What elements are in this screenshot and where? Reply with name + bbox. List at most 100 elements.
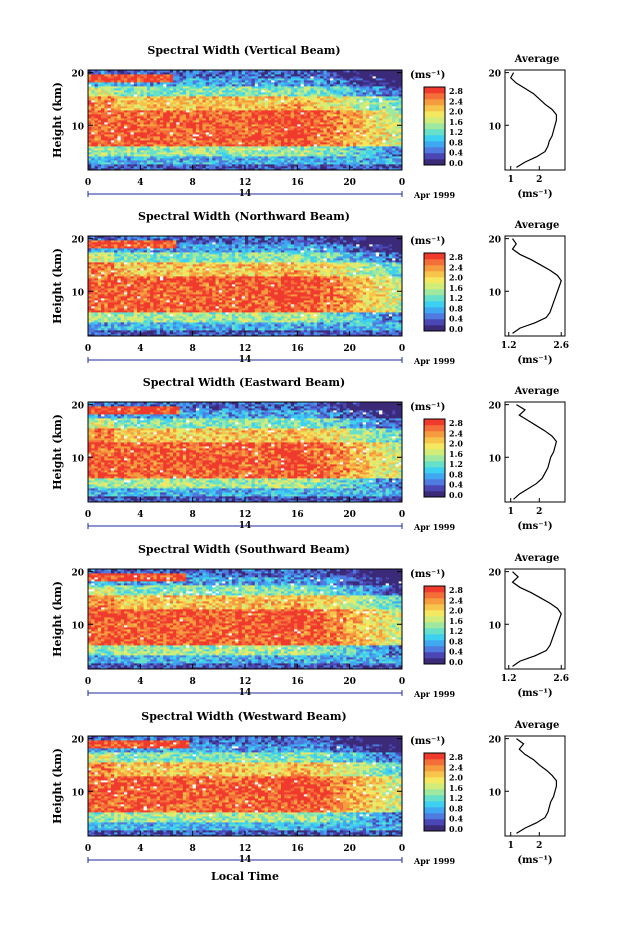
heatmap-cell — [137, 80, 141, 83]
heatmap-cell — [123, 164, 128, 167]
heatmap-cell — [159, 122, 164, 125]
heatmap-cell — [153, 138, 158, 141]
heatmap-cell — [169, 160, 174, 163]
heatmap-cell — [166, 146, 171, 149]
heatmap-cell — [120, 94, 125, 97]
heatmap-cell — [179, 130, 184, 133]
heatmap-cell — [88, 94, 92, 97]
heatmap-cell — [110, 110, 115, 113]
heatmap-cell — [156, 94, 161, 97]
heatmap-cell — [120, 156, 125, 159]
heatmap-cell — [127, 158, 131, 161]
heatmap-cell — [137, 108, 141, 111]
heatmap-cell — [104, 156, 109, 159]
heatmap-cell — [88, 152, 92, 155]
heatmap-cell — [163, 126, 167, 129]
heatmap-cell — [150, 106, 154, 109]
heatmap-cell — [156, 74, 161, 77]
heatmap-cell — [117, 120, 122, 123]
heatmap-cell — [91, 106, 95, 109]
heatmap-cell — [107, 72, 112, 75]
heatmap-cell — [150, 108, 154, 111]
heatmap-cell — [114, 138, 118, 141]
heatmap-cell — [150, 146, 154, 149]
heatmap-cell — [101, 144, 105, 147]
heatmap-cell — [101, 102, 105, 105]
heatmap-cell — [133, 168, 138, 171]
heatmap-cell — [163, 100, 167, 103]
heatmap-cell — [88, 144, 92, 147]
heatmap-cell — [150, 88, 154, 91]
heatmap-cell — [150, 110, 154, 113]
heatmap-cell — [140, 128, 144, 131]
heatmap-cell — [146, 102, 151, 105]
heatmap-cell — [182, 146, 187, 149]
heatmap-cell — [163, 88, 167, 91]
heatmap-cell — [146, 82, 151, 85]
heatmap-cell — [97, 150, 102, 153]
heatmap-cell — [133, 118, 138, 121]
heatmap-cell — [163, 118, 167, 121]
heatmap-cell — [91, 74, 95, 77]
heatmap-cell — [97, 92, 102, 95]
heatmap-cell — [163, 98, 167, 101]
heatmap-cell — [123, 168, 128, 171]
heatmap-cell — [176, 118, 180, 121]
heatmap-cell — [140, 80, 144, 83]
heatmap-cell — [143, 118, 148, 121]
heatmap-cell — [133, 146, 138, 149]
heatmap-cell — [91, 112, 95, 115]
heatmap-cell — [94, 126, 99, 129]
heatmap-cell — [97, 136, 102, 139]
heatmap-cell — [173, 130, 177, 133]
heatmap-cell — [150, 126, 154, 129]
heatmap-cell — [169, 98, 174, 101]
heatmap-cell — [101, 98, 105, 101]
heatmap-cell — [176, 160, 180, 163]
heatmap-cell — [182, 134, 187, 137]
heatmap-cell — [143, 70, 148, 73]
heatmap-cell — [133, 110, 138, 113]
heatmap-cell — [137, 70, 141, 73]
heatmap-cell — [117, 164, 122, 167]
heatmap-cell — [163, 150, 167, 153]
heatmap-cell — [146, 104, 151, 107]
heatmap-cell — [153, 126, 158, 129]
heatmap-cell — [107, 136, 112, 139]
heatmap-cell — [143, 80, 148, 83]
heatmap-cell — [104, 164, 109, 167]
heatmap-cell — [137, 102, 141, 105]
heatmap-cell — [88, 164, 92, 167]
heatmap-cell — [104, 82, 109, 85]
heatmap-cell — [163, 148, 167, 151]
heatmap-cell — [156, 140, 161, 143]
heatmap-cell — [127, 130, 131, 133]
heatmap-cell — [104, 116, 109, 119]
heatmap-cell — [94, 128, 99, 131]
heatmap-cell — [156, 78, 161, 81]
heatmap-cell — [104, 112, 109, 115]
heatmap-cell — [150, 132, 154, 135]
heatmap-cell — [150, 120, 154, 123]
heatmap-cell — [97, 164, 102, 167]
heatmap-cell — [101, 76, 105, 79]
heatmap-cell — [173, 124, 177, 127]
heatmap-cell — [166, 156, 171, 159]
heatmap-cell — [153, 110, 158, 113]
heatmap-cell — [176, 140, 180, 143]
heatmap-cell — [146, 148, 151, 151]
heatmap-cell — [104, 150, 109, 153]
heatmap-cell — [146, 72, 151, 75]
heatmap-cell — [120, 164, 125, 167]
heatmap-cell — [182, 84, 187, 87]
heatmap-cell — [176, 98, 180, 101]
average-x-tick-label: 2 — [536, 175, 542, 185]
heatmap-cell — [91, 82, 95, 85]
heatmap-cell — [127, 146, 131, 149]
heatmap-cell — [110, 144, 115, 147]
heatmap-cell — [166, 114, 171, 117]
heatmap-cell — [110, 90, 115, 93]
heatmap-cell — [123, 70, 128, 73]
heatmap-cell — [117, 76, 122, 79]
heatmap-cell — [117, 152, 122, 155]
